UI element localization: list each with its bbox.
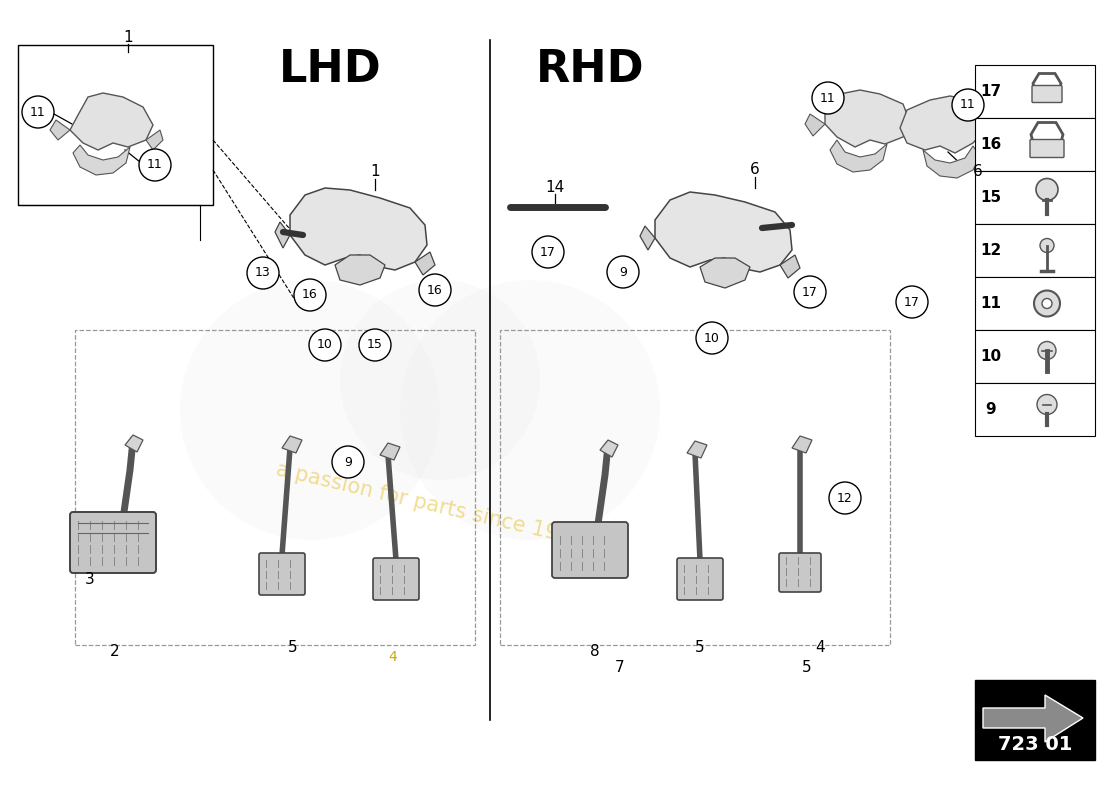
Text: 5: 5 <box>695 641 705 655</box>
Text: 11: 11 <box>960 98 976 111</box>
Circle shape <box>1037 394 1057 414</box>
Text: 16: 16 <box>980 137 1002 152</box>
Polygon shape <box>792 436 812 453</box>
Text: 11: 11 <box>821 91 836 105</box>
Text: 10: 10 <box>317 338 333 351</box>
Polygon shape <box>415 252 434 275</box>
Polygon shape <box>73 145 130 175</box>
Text: 17: 17 <box>904 295 920 309</box>
Text: 17: 17 <box>802 286 818 298</box>
Polygon shape <box>379 443 400 460</box>
Circle shape <box>812 82 844 114</box>
FancyBboxPatch shape <box>70 512 156 573</box>
FancyBboxPatch shape <box>975 171 1094 224</box>
Text: 9: 9 <box>986 402 997 417</box>
Text: 5: 5 <box>288 641 298 655</box>
Polygon shape <box>780 255 800 278</box>
Circle shape <box>419 274 451 306</box>
Polygon shape <box>983 695 1084 742</box>
FancyBboxPatch shape <box>258 553 305 595</box>
Circle shape <box>139 149 170 181</box>
FancyBboxPatch shape <box>1032 86 1062 102</box>
Text: 1: 1 <box>123 30 133 45</box>
Text: 3: 3 <box>85 573 95 587</box>
Polygon shape <box>830 140 887 172</box>
Circle shape <box>180 280 440 540</box>
Polygon shape <box>290 188 427 270</box>
Polygon shape <box>900 96 984 153</box>
Circle shape <box>332 446 364 478</box>
Circle shape <box>1036 178 1058 201</box>
Circle shape <box>952 89 984 121</box>
FancyBboxPatch shape <box>975 330 1094 383</box>
FancyBboxPatch shape <box>373 558 419 600</box>
Polygon shape <box>282 436 303 453</box>
Text: 11: 11 <box>30 106 46 118</box>
Circle shape <box>22 96 54 128</box>
Polygon shape <box>146 130 163 150</box>
Polygon shape <box>70 93 153 150</box>
Circle shape <box>359 329 390 361</box>
Polygon shape <box>825 90 910 147</box>
Text: 8: 8 <box>591 645 600 659</box>
FancyBboxPatch shape <box>552 522 628 578</box>
FancyBboxPatch shape <box>975 65 1094 118</box>
Polygon shape <box>275 222 290 248</box>
Text: 723 01: 723 01 <box>998 734 1072 754</box>
Text: 12: 12 <box>837 491 852 505</box>
FancyBboxPatch shape <box>975 680 1094 760</box>
Text: 17: 17 <box>540 246 556 258</box>
Text: 12: 12 <box>980 243 1002 258</box>
Text: 9: 9 <box>344 455 352 469</box>
FancyBboxPatch shape <box>18 45 213 205</box>
Text: 4: 4 <box>815 641 825 655</box>
FancyBboxPatch shape <box>779 553 821 592</box>
Text: 15: 15 <box>980 190 1002 205</box>
Circle shape <box>309 329 341 361</box>
FancyBboxPatch shape <box>975 277 1094 330</box>
Text: 16: 16 <box>302 289 318 302</box>
Text: 6: 6 <box>750 162 760 178</box>
Text: 14: 14 <box>546 179 564 194</box>
FancyBboxPatch shape <box>975 118 1094 171</box>
Text: 2: 2 <box>110 645 120 659</box>
Polygon shape <box>600 440 618 457</box>
Text: 13: 13 <box>255 266 271 279</box>
FancyBboxPatch shape <box>975 383 1094 436</box>
Circle shape <box>696 322 728 354</box>
Text: 9: 9 <box>619 266 627 278</box>
Polygon shape <box>984 120 1005 142</box>
Polygon shape <box>688 441 707 458</box>
Text: 10: 10 <box>704 331 719 345</box>
Circle shape <box>400 280 660 540</box>
Text: 11: 11 <box>147 158 163 171</box>
Polygon shape <box>654 192 792 272</box>
Text: 15: 15 <box>367 338 383 351</box>
Text: 11: 11 <box>980 296 1001 311</box>
Text: 6: 6 <box>974 165 983 179</box>
Text: 10: 10 <box>980 349 1002 364</box>
Circle shape <box>829 482 861 514</box>
Text: a passion for parts since 1985: a passion for parts since 1985 <box>274 460 585 550</box>
Text: 17: 17 <box>980 84 1002 99</box>
Polygon shape <box>805 114 825 136</box>
Polygon shape <box>640 226 654 250</box>
Polygon shape <box>700 258 750 288</box>
Polygon shape <box>50 120 70 140</box>
Circle shape <box>340 280 540 480</box>
Polygon shape <box>125 435 143 452</box>
Circle shape <box>794 276 826 308</box>
Circle shape <box>532 236 564 268</box>
Circle shape <box>1040 238 1054 253</box>
Circle shape <box>1034 290 1060 317</box>
Text: LHD: LHD <box>278 49 382 91</box>
Text: 16: 16 <box>427 283 443 297</box>
Text: 1: 1 <box>371 165 380 179</box>
Text: 4: 4 <box>388 650 397 664</box>
Text: RHD: RHD <box>536 49 645 91</box>
Circle shape <box>896 286 928 318</box>
Text: 5: 5 <box>802 661 812 675</box>
Circle shape <box>294 279 326 311</box>
Circle shape <box>1042 298 1052 309</box>
